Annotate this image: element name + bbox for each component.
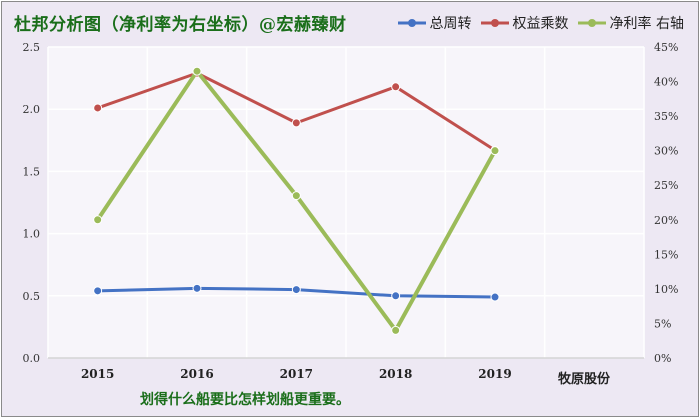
legend-label-equity-multiplier: 权益乘数: [512, 16, 569, 32]
y-left-tick-label: 2.0: [23, 103, 41, 116]
legend-item-net-margin: 净利率 右轴: [577, 13, 684, 33]
x-tick-label: 2016: [180, 367, 213, 381]
legend-swatch-total-turnover: [397, 16, 427, 30]
legend-swatch-net-margin: [577, 16, 607, 30]
y-left-tick-label: 0.0: [23, 352, 41, 365]
y-right-tick-label: 45%: [654, 41, 678, 54]
legend-item-total-turnover: 总周转: [397, 13, 472, 33]
x-tick-label: 2019: [478, 367, 511, 381]
series-point-2: [93, 215, 103, 225]
series-point-2: [391, 325, 401, 335]
series-point-2: [192, 66, 202, 76]
legend-swatch-equity-multiplier: [480, 16, 510, 30]
y-left-tick-label: 1.5: [23, 165, 41, 178]
series-point-0: [93, 286, 103, 296]
y-right-tick-label: 15%: [654, 248, 678, 261]
series-point-0: [391, 291, 401, 301]
series-point-0: [192, 283, 202, 293]
series-point-2: [490, 146, 500, 156]
y-right-tick-label: 20%: [654, 214, 678, 227]
y-right-tick-label: 5%: [654, 317, 671, 330]
y-left-tick-label: 0.5: [23, 290, 41, 303]
series-point-1: [291, 118, 301, 128]
legend-label-net-margin: 净利率 右轴: [609, 16, 684, 32]
series-point-1: [93, 103, 103, 113]
chart-title: 杜邦分析图（净利率为右坐标）@宏赫臻财: [14, 15, 347, 35]
series-point-0: [291, 285, 301, 295]
chart-legend: 总周转 权益乘数 净利率 右轴: [397, 13, 684, 33]
legend-item-equity-multiplier: 权益乘数: [480, 13, 569, 33]
y-left-tick-label: 2.5: [23, 41, 41, 54]
x-tick-label: 2015: [81, 367, 114, 381]
legend-label-total-turnover: 总周转: [429, 16, 472, 32]
x-tick-label: 2018: [379, 367, 412, 381]
y-right-tick-label: 25%: [654, 179, 678, 192]
y-right-tick-label: 0%: [654, 352, 671, 365]
series-point-2: [291, 191, 301, 201]
company-name: 牧原股份: [558, 372, 611, 387]
y-left-tick-label: 1.0: [23, 228, 41, 241]
series-point-1: [391, 82, 401, 92]
x-tick-label: 2017: [280, 367, 313, 381]
chart-caption: 划得什么船要比怎样划船更重要。: [140, 392, 350, 408]
series-point-0: [490, 292, 500, 302]
y-right-tick-label: 10%: [654, 283, 678, 296]
y-right-tick-label: 35%: [654, 110, 678, 123]
y-right-tick-label: 40%: [654, 76, 678, 89]
y-right-tick-label: 30%: [654, 145, 678, 158]
